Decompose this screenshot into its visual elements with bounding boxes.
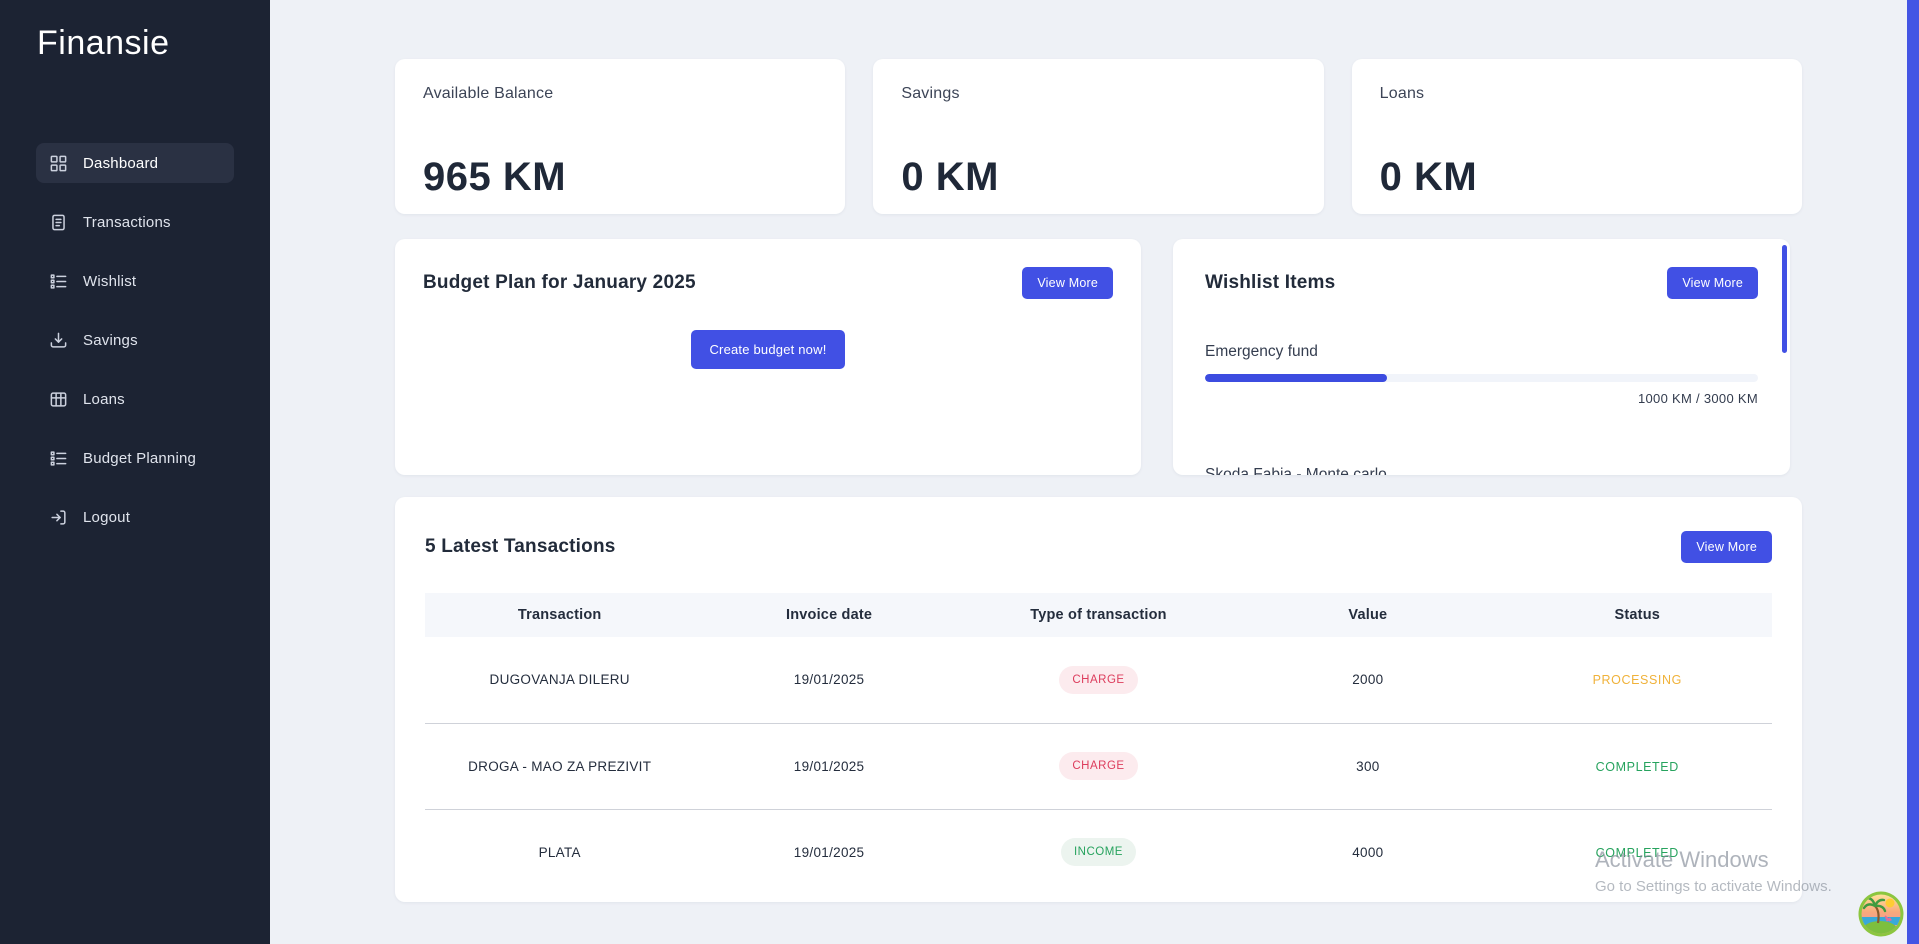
- savings-card: Savings 0 KM: [873, 59, 1324, 214]
- wishlist-title: Wishlist Items: [1205, 272, 1336, 293]
- table-row: PLATA 19/01/2025 INCOME 4000 COMPLETED: [425, 809, 1772, 895]
- grid-icon: [49, 154, 68, 173]
- sidebar-item-dashboard[interactable]: Dashboard: [36, 143, 234, 183]
- cell-transaction: DUGOVANJA DILERU: [425, 637, 695, 724]
- column-header-value: Value: [1233, 593, 1503, 637]
- latest-transactions-card: 5 Latest Tansactions View More Transacti…: [395, 497, 1802, 902]
- sidebar: Finansie Dashboard Transactions Wishlist…: [0, 0, 270, 944]
- budget-plan-title: Budget Plan for January 2025: [423, 272, 696, 293]
- sidebar-nav: Dashboard Transactions Wishlist Savings: [36, 143, 234, 556]
- column-header-transaction: Transaction: [425, 593, 695, 637]
- main-content: Available Balance 965 KM Savings 0 KM Lo…: [270, 0, 1919, 944]
- status-badge: PROCESSING: [1592, 673, 1682, 688]
- sidebar-item-label: Savings: [83, 331, 138, 349]
- available-balance-card: Available Balance 965 KM: [395, 59, 846, 214]
- budget-plan-card: Budget Plan for January 2025 View More C…: [395, 239, 1141, 475]
- wishlist-progress-fill: [1205, 374, 1388, 382]
- sidebar-item-logout[interactable]: Logout: [36, 497, 234, 537]
- type-badge: INCOME: [1060, 838, 1136, 867]
- transactions-view-more-button[interactable]: View More: [1681, 531, 1772, 563]
- wishlist-progress-amounts: 1000 KM / 3000 KM: [1638, 391, 1758, 406]
- savings-label: Savings: [901, 85, 960, 102]
- app-logo: Finansie: [37, 24, 170, 62]
- status-badge: COMPLETED: [1595, 845, 1679, 860]
- sidebar-item-loans[interactable]: Loans: [36, 379, 234, 419]
- cell-invoice-date: 19/01/2025: [694, 637, 964, 724]
- cell-transaction: DROGA - MAO ZA PREZIVIT: [425, 723, 695, 810]
- cell-value: 300: [1233, 723, 1503, 810]
- loans-value: 0 KM: [1379, 155, 1478, 199]
- sidebar-item-savings[interactable]: Savings: [36, 320, 234, 360]
- sidebar-item-label: Transactions: [83, 213, 171, 231]
- available-balance-label: Available Balance: [423, 85, 554, 102]
- logout-icon: [49, 508, 68, 527]
- cell-transaction: PLATA: [538, 844, 581, 860]
- wishlist-item-name: Skoda Fabia - Monte carlo: [1205, 466, 1387, 475]
- tropical-island-icon[interactable]: [1858, 891, 1904, 937]
- sidebar-item-budget-planning[interactable]: Budget Planning: [36, 438, 234, 478]
- cell-invoice-date: 19/01/2025: [694, 723, 964, 810]
- page-scrollbar[interactable]: [1907, 0, 1919, 944]
- status-badge: COMPLETED: [1595, 759, 1679, 774]
- checklist-icon: [49, 272, 68, 291]
- transactions-title: 5 Latest Tansactions: [425, 536, 616, 557]
- savings-value: 0 KM: [901, 155, 999, 199]
- download-icon: [49, 331, 68, 350]
- wishlist-item-name: Emergency fund: [1205, 343, 1318, 360]
- sidebar-item-transactions[interactable]: Transactions: [36, 202, 234, 242]
- sidebar-item-wishlist[interactable]: Wishlist: [36, 261, 234, 301]
- stat-card-row: Available Balance 965 KM Savings 0 KM Lo…: [395, 59, 1802, 214]
- sidebar-item-label: Budget Planning: [83, 449, 197, 467]
- column-header-invoice-date: Invoice date: [694, 593, 964, 637]
- wishlist-scrollbar-thumb[interactable]: [1782, 245, 1787, 353]
- receipt-icon: [49, 213, 68, 232]
- cell-value: 2000: [1233, 637, 1503, 724]
- checklist-icon: [49, 449, 68, 468]
- sidebar-item-label: Dashboard: [83, 154, 159, 172]
- wishlist-progress-bar: [1205, 374, 1758, 382]
- table-row: DUGOVANJA DILERU 19/01/2025 CHARGE 2000 …: [425, 637, 1772, 724]
- type-badge: CHARGE: [1059, 665, 1138, 694]
- available-balance-value: 965 KM: [423, 155, 567, 199]
- cell-value: 4000: [1352, 844, 1384, 860]
- wishlist-card: Wishlist Items View More Emergency fund …: [1173, 239, 1790, 475]
- loans-card: Loans 0 KM: [1351, 59, 1802, 214]
- column-header-type: Type of transaction: [963, 593, 1234, 637]
- transactions-table: Transaction Invoice date Type of transac…: [425, 593, 1772, 895]
- sidebar-item-label: Wishlist: [83, 272, 137, 290]
- create-budget-button[interactable]: Create budget now!: [691, 330, 845, 369]
- table-row: DROGA - MAO ZA PREZIVIT 19/01/2025 CHARG…: [425, 723, 1772, 810]
- wishlist-view-more-button[interactable]: View More: [1667, 267, 1758, 299]
- middle-row: Budget Plan for January 2025 View More C…: [395, 239, 1802, 475]
- table-header-row: Transaction Invoice date Type of transac…: [425, 593, 1772, 637]
- type-badge: CHARGE: [1059, 752, 1138, 780]
- sidebar-item-label: Logout: [83, 508, 131, 526]
- cell-invoice-date: 19/01/2025: [793, 844, 865, 860]
- column-header-status: Status: [1502, 593, 1772, 637]
- loans-label: Loans: [1379, 85, 1425, 102]
- budget-view-more-button[interactable]: View More: [1022, 267, 1113, 299]
- sidebar-item-label: Loans: [83, 390, 125, 408]
- table-icon: [49, 390, 68, 409]
